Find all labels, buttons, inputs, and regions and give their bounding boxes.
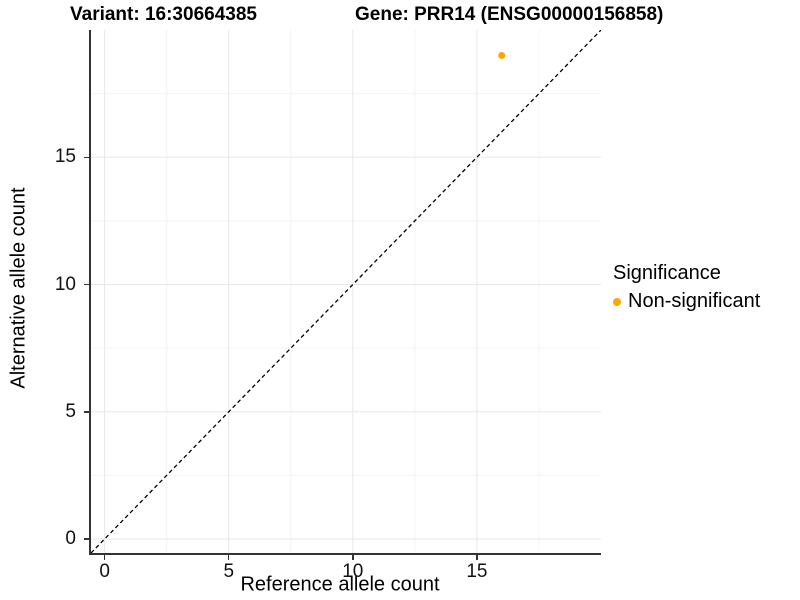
chart-canvas — [91, 30, 601, 553]
y-tick-mark — [84, 156, 89, 158]
y-tick-mark — [84, 411, 89, 413]
legend-title: Significance — [613, 262, 721, 284]
y-tick-label: 15 — [54, 146, 76, 168]
x-axis-title: Reference allele count — [240, 573, 440, 596]
x-tick-mark — [103, 555, 106, 560]
x-tick-mark — [352, 555, 354, 560]
identity-line — [91, 30, 601, 553]
plot-panel — [89, 30, 601, 555]
y-tick-label: 10 — [54, 273, 76, 295]
y-tick-label: 5 — [65, 400, 76, 422]
legend-item-non-significant: Non-significant — [613, 290, 760, 313]
plot-title: Variant: 16:30664385 Gene: PRR14 (ENSG00… — [0, 4, 800, 28]
x-tick-label: 5 — [223, 561, 235, 582]
x-tick-label: 15 — [466, 561, 488, 582]
plot-title-variant: Variant: 16:30664385 — [70, 4, 257, 25]
plot-title-gene: Gene: PRR14 (ENSG00000156858) — [355, 4, 664, 25]
x-tick-label: 0 — [99, 561, 110, 582]
y-tick-mark — [84, 538, 89, 540]
x-tick-label: 10 — [342, 561, 364, 582]
legend: Significance Non-significant — [613, 262, 760, 313]
data-point — [498, 51, 506, 59]
y-tick-mark — [84, 283, 89, 286]
legend-item-label: Non-significant — [628, 290, 761, 312]
y-axis-title: Alternative allele count — [7, 187, 30, 389]
y-tick-label: 0 — [65, 528, 76, 549]
x-tick-mark — [227, 555, 230, 560]
legend-key-dot-icon — [613, 297, 621, 306]
x-tick-mark — [476, 555, 478, 560]
